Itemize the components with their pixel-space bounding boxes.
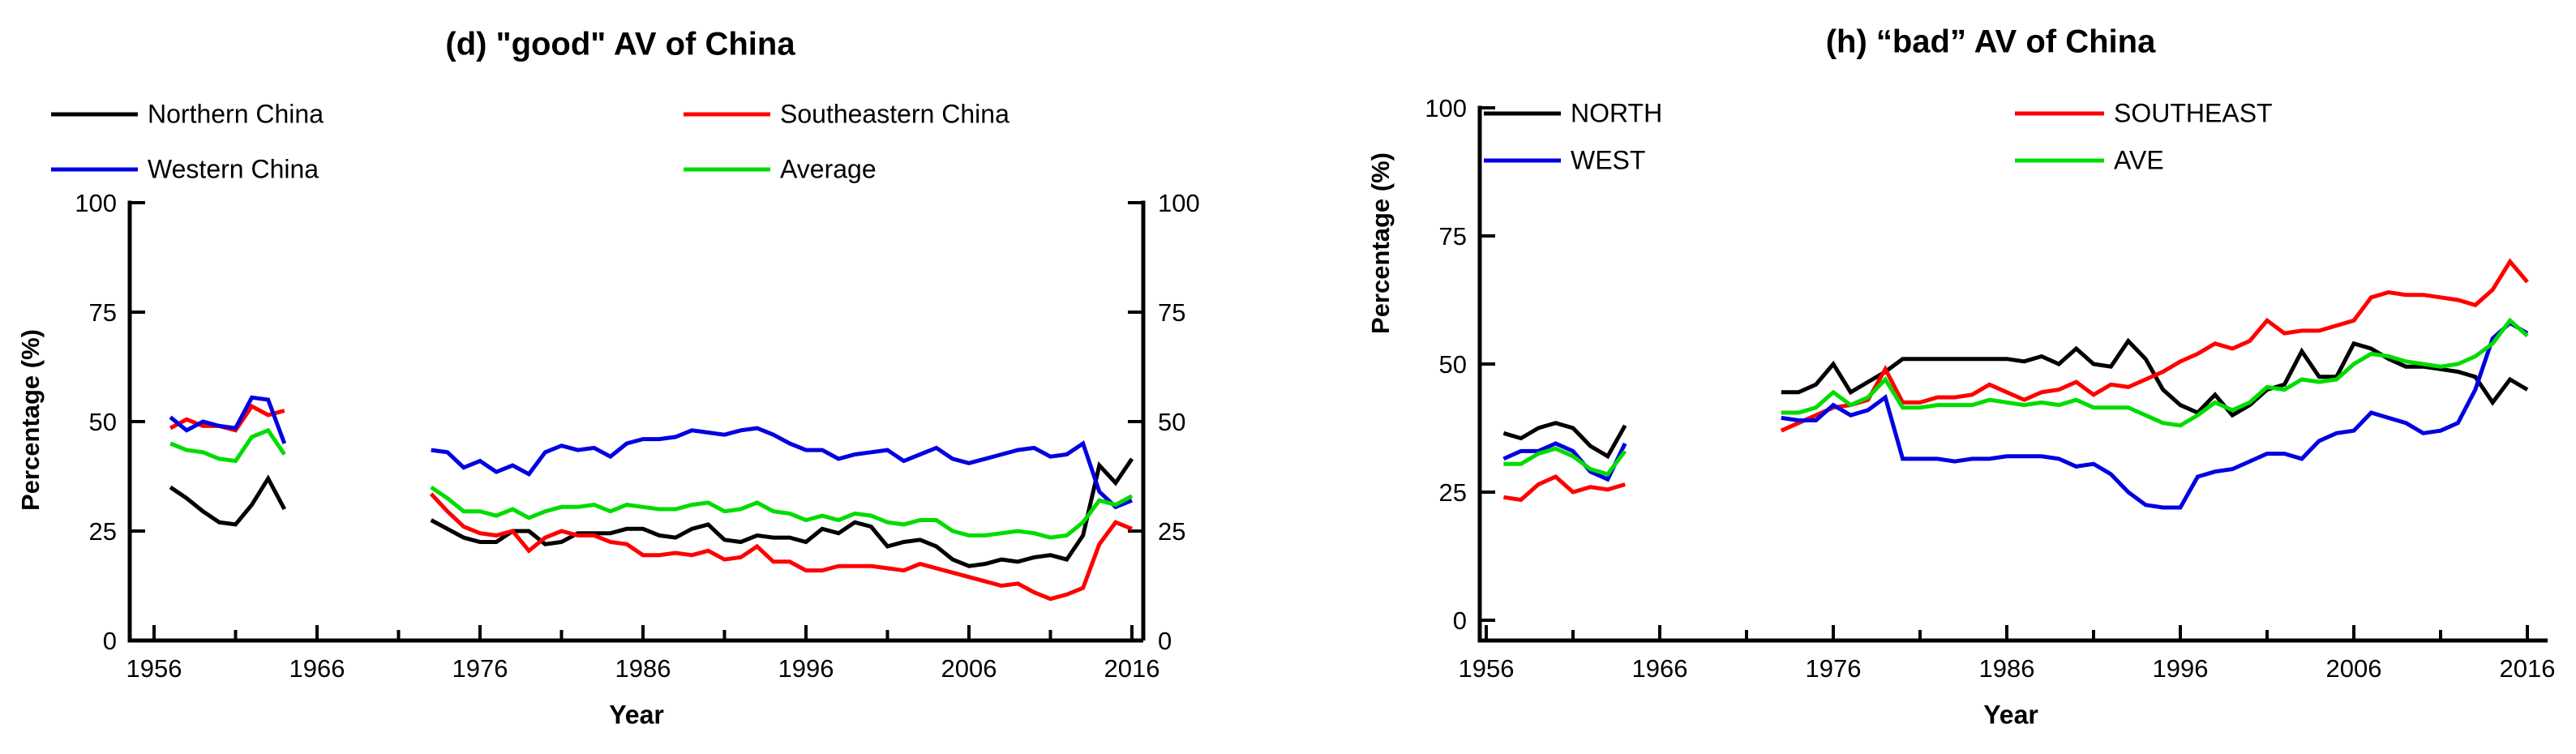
legend-line-southeastern-china	[684, 112, 770, 117]
y-tick-label: 25	[89, 517, 117, 546]
legend-line-ave	[2015, 158, 2104, 163]
y-tick-label: 50	[1439, 350, 1467, 379]
legend-line-north	[1484, 111, 1561, 116]
series-line-northern-china	[430, 457, 1134, 568]
series-line-north	[1502, 421, 1627, 460]
legend-label-southeast: SOUTHEAST	[2114, 98, 2273, 128]
x-tick-label: 2016	[2500, 654, 2556, 683]
x-tick-label: 1986	[1979, 654, 2035, 683]
legend-label-western-china: Western China	[148, 154, 319, 184]
y-tick-label: 0	[1453, 606, 1467, 635]
bad-av-y-axis-label: Percentage (%)	[1366, 152, 1395, 334]
bad-av-chart-title: (h) “bad” AV of China	[1825, 24, 2156, 60]
y-tick-label-right: 100	[1158, 189, 1200, 217]
series-line-ave	[1503, 446, 1627, 477]
y-tick-label: 50	[89, 408, 117, 436]
series-line-ave	[1781, 317, 2529, 428]
series-line-west	[1781, 320, 2529, 510]
y-tick-label-right: 50	[1158, 408, 1185, 436]
y-tick-label: 100	[1425, 94, 1467, 122]
legend-line-western-china	[51, 167, 138, 172]
y-tick-label: 25	[1439, 478, 1467, 507]
legend-label-southeastern-china: Southeastern China	[780, 99, 1009, 129]
series-line-western-china	[431, 426, 1133, 510]
series-line-west	[1502, 441, 1627, 482]
series-line-north	[1781, 337, 2529, 418]
y-tick-label: 100	[75, 189, 117, 217]
legend-label-north: NORTH	[1571, 98, 1663, 128]
series-line-southeast	[1503, 474, 1626, 503]
x-tick-label: 1986	[615, 654, 671, 683]
good-av-y-axis-label: Percentage (%)	[16, 329, 45, 511]
x-tick-label: 2006	[941, 654, 997, 683]
legend-line-west	[1484, 158, 1561, 163]
good-av-chart-title: (d) "good" AV of China	[445, 26, 795, 62]
series-line-southeast	[1780, 258, 2529, 433]
x-tick-label: 1956	[126, 654, 182, 683]
y-tick-label-right: 0	[1158, 627, 1172, 655]
x-tick-label: 2006	[2326, 654, 2382, 683]
good-av-x-axis-label: Year	[609, 700, 664, 730]
x-tick-label: 1976	[1806, 654, 1862, 683]
legend-label-northern-china: Northern China	[148, 99, 324, 129]
series-line-western-china	[169, 395, 287, 444]
series-line-average	[430, 485, 1134, 540]
legend-label-ave: AVE	[2114, 145, 2164, 175]
x-tick-label: 1966	[289, 654, 345, 683]
series-line-southeastern-china	[429, 492, 1133, 602]
legend-line-southeast	[2015, 111, 2104, 116]
x-tick-label: 2016	[1104, 654, 1160, 683]
bad-av-plot: 0 25 50 75 100 1956 1966 1976 1986 1996 2006 2016	[1425, 94, 2555, 683]
series-line-average	[169, 427, 286, 464]
x-tick-label: 1996	[778, 654, 834, 683]
y-tick-label: 0	[103, 627, 117, 655]
bad-av-x-axis-label: Year	[1983, 700, 2038, 730]
good-av-plot: 0 0 25 25 50 50 75 75 100 100 1956 1966 1976 1986 1996…	[75, 189, 1199, 683]
x-tick-label: 1956	[1459, 654, 1515, 683]
x-tick-label: 1976	[452, 654, 508, 683]
x-tick-label: 1996	[2153, 654, 2209, 683]
legend-label-west: WEST	[1571, 145, 1646, 175]
y-tick-label-right: 25	[1158, 517, 1185, 546]
x-tick-label: 1966	[1632, 654, 1688, 683]
legend-label-average: Average	[780, 154, 877, 184]
y-tick-label-right: 75	[1158, 298, 1185, 327]
legend-line-average	[684, 167, 770, 172]
legend-line-northern-china	[51, 112, 138, 117]
y-tick-label: 75	[89, 298, 117, 327]
y-tick-label: 75	[1439, 222, 1467, 251]
series-line-northern-china	[169, 474, 287, 527]
